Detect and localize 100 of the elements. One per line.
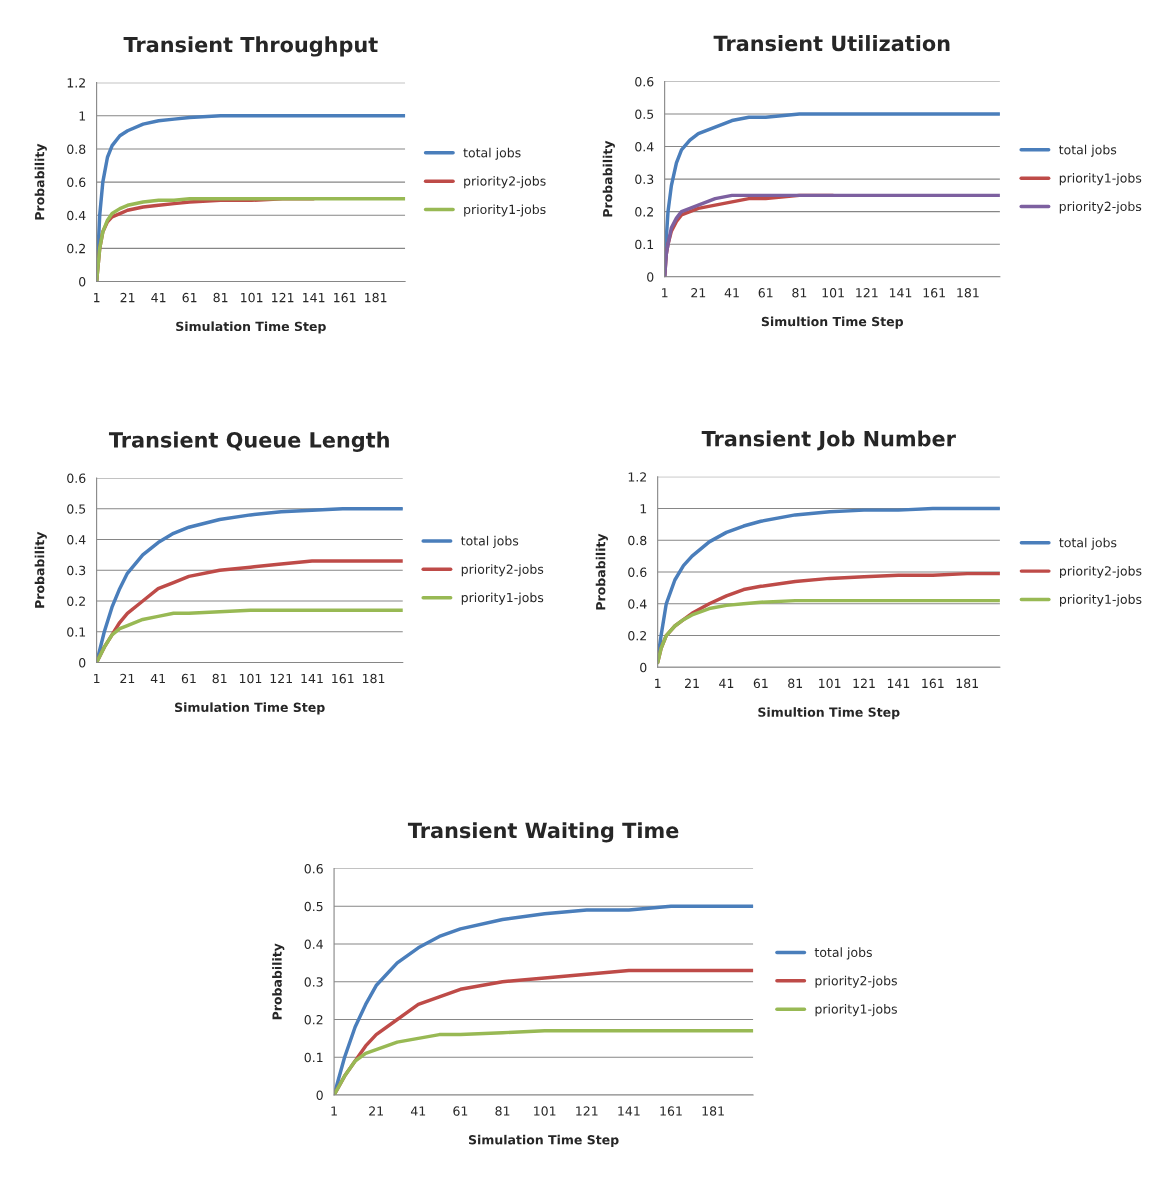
y-axis-title: Probability — [595, 533, 608, 610]
x-tick-label: 21 — [691, 288, 706, 298]
y-tick-label: 0.4 — [635, 142, 654, 152]
x-tick-label: 81 — [792, 288, 807, 298]
y-tick-label: 0.6 — [67, 473, 86, 483]
y-tick-label: 0.5 — [304, 901, 323, 912]
chart-title: Transient Utilization — [713, 35, 950, 52]
legend-label: priority1-jobs — [461, 592, 544, 605]
x-tick-label: 101 — [534, 1106, 556, 1116]
x-tick-label: 161 — [923, 288, 945, 298]
legend-label: total jobs — [1059, 537, 1117, 550]
x-tick-label: 61 — [753, 678, 768, 689]
x-tick-label: 81 — [495, 1106, 510, 1116]
y-tick-label: 0.3 — [304, 977, 323, 987]
y-axis-title: Probability — [272, 943, 285, 1020]
x-tick-label: 61 — [182, 292, 197, 303]
x-tick-label: 81 — [788, 678, 803, 689]
x-tick-label: 181 — [702, 1106, 724, 1116]
y-tick-label: 0.4 — [628, 599, 647, 609]
y-tick-label: 0.6 — [304, 864, 323, 874]
x-tick-label: 121 — [856, 288, 878, 298]
x-axis-title: Simulation Time Step — [176, 321, 326, 334]
x-tick-label: 61 — [181, 673, 196, 684]
y-axis-title: Probability — [34, 143, 47, 220]
x-axis-title: Simultion Time Step — [758, 707, 900, 720]
y-tick-label: 0.2 — [628, 631, 646, 641]
legend-label: priority1-jobs — [815, 1004, 897, 1017]
y-tick-label: 1 — [79, 111, 86, 121]
x-tick-label: 141 — [618, 1106, 640, 1116]
y-tick-label: 0.6 — [635, 76, 654, 87]
y-tick-label: 0.6 — [628, 567, 647, 577]
x-tick-label: 141 — [887, 678, 910, 688]
x-tick-label: 101 — [822, 288, 844, 298]
y-tick-label: 0.2 — [304, 1014, 323, 1025]
x-tick-label: 181 — [365, 292, 387, 303]
legend-label: total jobs — [1059, 144, 1117, 157]
y-tick-label: 0 — [79, 277, 86, 287]
y-tick-label: 0.2 — [67, 243, 85, 254]
y-tick-label: 0.2 — [635, 207, 653, 217]
x-tick-label: 1 — [94, 293, 100, 303]
x-tick-label: 1 — [331, 1106, 337, 1116]
x-tick-label: 121 — [272, 292, 294, 303]
x-tick-label: 161 — [332, 673, 354, 684]
legend-label: priority1-jobs — [1060, 594, 1142, 607]
y-tick-label: 0.5 — [635, 109, 654, 119]
x-tick-label: 181 — [956, 678, 978, 689]
x-tick-label: 1 — [662, 288, 668, 298]
legend-label: priority2-jobs — [1060, 566, 1142, 579]
x-tick-label: 1 — [94, 673, 100, 684]
y-tick-label: 0.1 — [635, 239, 654, 250]
x-tick-label: 21 — [120, 292, 135, 303]
y-tick-label: 1 — [640, 504, 647, 514]
y-tick-label: 0.8 — [628, 535, 647, 546]
x-tick-label: 161 — [660, 1106, 682, 1116]
y-tick-label: 0.8 — [67, 144, 86, 154]
chart-title: Transient Throughput — [123, 36, 378, 57]
x-tick-label: 41 — [719, 678, 734, 688]
y-tick-label: 0 — [316, 1090, 323, 1100]
y-tick-label: 0.2 — [67, 596, 85, 606]
y-tick-label: 0.3 — [635, 174, 654, 185]
y-tick-label: 0.4 — [67, 534, 86, 545]
y-tick-label: 0.3 — [67, 565, 86, 576]
x-tick-label: 121 — [853, 678, 875, 688]
x-tick-label: 21 — [120, 673, 135, 684]
x-axis-title: Simulation Time Step — [468, 1134, 619, 1147]
y-axis-title: Probability — [34, 531, 47, 608]
legend-label: priority2-jobs — [464, 176, 546, 189]
chart-title: Transient Job Number — [701, 430, 956, 451]
y-tick-label: 0.1 — [67, 627, 86, 637]
y-tick-label: 0.5 — [67, 504, 86, 514]
x-tick-label: 121 — [576, 1106, 598, 1116]
x-tick-label: 121 — [270, 673, 292, 684]
x-tick-label: 101 — [239, 673, 262, 684]
y-tick-label: 0 — [640, 662, 647, 673]
y-tick-label: 0.4 — [67, 210, 86, 221]
y-tick-label: 1.2 — [628, 472, 646, 482]
x-tick-label: 41 — [151, 293, 166, 303]
y-tick-label: 0.6 — [67, 177, 86, 188]
chart-title: Transient Waiting Time — [407, 822, 679, 843]
x-axis-title: Simulation Time Step — [175, 702, 325, 715]
y-tick-label: 1.2 — [67, 78, 85, 88]
x-tick-label: 101 — [241, 292, 263, 303]
legend-label: priority2-jobs — [461, 564, 544, 577]
x-tick-label: 21 — [685, 678, 699, 688]
y-tick-label: 0 — [647, 272, 654, 282]
legend-label: total jobs — [814, 947, 872, 960]
x-tick-label: 141 — [889, 288, 912, 298]
x-tick-label: 141 — [301, 673, 323, 684]
x-tick-label: 101 — [819, 678, 841, 689]
x-tick-label: 181 — [362, 673, 385, 684]
y-axis-title: Probability — [602, 140, 615, 217]
x-tick-label: 41 — [724, 288, 739, 298]
x-tick-label: 141 — [303, 293, 325, 303]
legend-label: priority1-jobs — [464, 204, 546, 217]
y-tick-label: 0.4 — [304, 939, 323, 949]
x-tick-label: 21 — [369, 1106, 383, 1116]
x-tick-label: 81 — [212, 673, 227, 684]
x-axis-title: Simultion Time Step — [761, 316, 904, 329]
y-tick-label: 0 — [79, 657, 86, 668]
legend-label: priority2-jobs — [815, 975, 897, 988]
